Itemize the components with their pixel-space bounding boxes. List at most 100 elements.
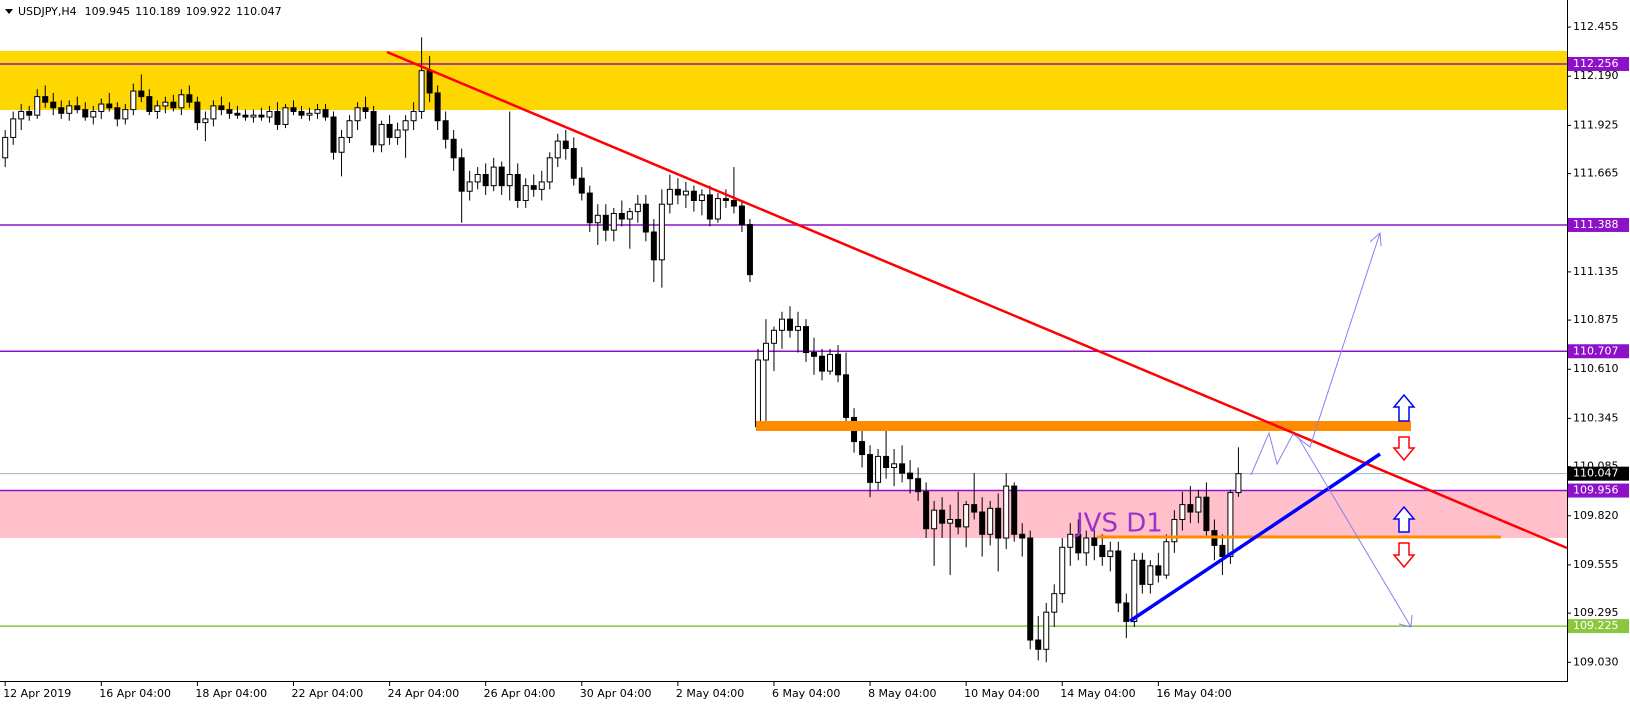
candle-body xyxy=(138,90,145,98)
candle-body xyxy=(562,140,569,150)
projection xyxy=(1297,436,1412,628)
candle-body xyxy=(1107,550,1114,558)
candle-body xyxy=(26,110,33,116)
support-zone xyxy=(0,490,1567,538)
candle-body xyxy=(426,70,433,94)
candle-body xyxy=(634,203,641,213)
candle-body xyxy=(1043,611,1050,650)
candle-body xyxy=(554,140,561,159)
candle-body xyxy=(50,101,57,109)
candle-body xyxy=(666,188,673,205)
candle-body xyxy=(995,507,1002,539)
x-tick-label: 10 May 04:00 xyxy=(964,687,1039,700)
candle-body xyxy=(418,70,425,112)
candle-body xyxy=(947,518,954,524)
level-label-box xyxy=(1568,483,1629,498)
level-label: 110.707 xyxy=(1573,344,1619,357)
candle-body xyxy=(1075,533,1082,554)
candle-body xyxy=(434,92,441,122)
candle-body xyxy=(386,123,393,138)
candle-body xyxy=(530,185,537,190)
candle-body xyxy=(186,94,193,103)
low: 109.922 xyxy=(186,5,232,18)
candle-body xyxy=(650,231,657,261)
level-label: 109.956 xyxy=(1573,484,1619,497)
candle-body xyxy=(602,214,609,231)
y-tick-label: 111.135 xyxy=(1573,265,1619,278)
candle-body xyxy=(875,455,882,483)
y-tick-label: 111.925 xyxy=(1573,118,1619,131)
candle-body xyxy=(402,120,409,131)
level-label-box xyxy=(1568,619,1629,634)
candle-body xyxy=(746,224,753,276)
candle-body xyxy=(610,212,617,231)
y-tick-label: 109.820 xyxy=(1573,509,1619,522)
level-label: 112.256 xyxy=(1573,57,1619,70)
symbol: USDJPY,H4 xyxy=(18,5,77,18)
candles xyxy=(2,37,1242,663)
level-label: 111.388 xyxy=(1573,218,1619,231)
candle-body xyxy=(722,198,729,201)
header-text: USDJPY,H4 109.945 110.189 109.922 110.047 xyxy=(18,5,282,18)
candle-body xyxy=(18,110,25,120)
candle-body xyxy=(931,509,938,530)
candle-body xyxy=(883,455,890,469)
candle-body xyxy=(1155,565,1162,576)
x-tick-label: 18 Apr 04:00 xyxy=(195,687,267,700)
candle-body xyxy=(362,107,369,112)
candle-body xyxy=(730,199,737,207)
x-tick-label: 16 Apr 04:00 xyxy=(99,687,171,700)
trend-line xyxy=(386,50,1568,550)
candle-body xyxy=(546,157,553,183)
candle-body xyxy=(114,107,121,120)
candle-body xyxy=(466,181,473,192)
down-arrow xyxy=(1392,436,1416,462)
candle-body xyxy=(1187,504,1194,513)
candle-body xyxy=(835,353,842,376)
candle-body xyxy=(1099,544,1106,558)
candle-body xyxy=(314,109,321,114)
candle-body xyxy=(1203,496,1210,532)
zones xyxy=(0,51,1567,538)
candle-body xyxy=(859,441,866,456)
candle-body xyxy=(618,212,625,220)
candle-body xyxy=(450,138,457,159)
candle-body xyxy=(971,504,978,513)
candle-body xyxy=(1019,533,1026,539)
candle-body xyxy=(34,96,41,116)
x-tick-label: 14 May 04:00 xyxy=(1060,687,1135,700)
x-tick-label: 30 Apr 04:00 xyxy=(580,687,652,700)
candle-body xyxy=(1227,492,1234,558)
candle-body xyxy=(762,342,769,361)
candle-body xyxy=(1027,537,1034,641)
candle-body xyxy=(122,109,129,120)
candle-body xyxy=(1219,544,1226,558)
candle-body xyxy=(1059,546,1066,595)
x-tick-label: 12 Apr 2019 xyxy=(3,687,71,700)
trend-line xyxy=(1129,452,1381,623)
candle-body xyxy=(1067,533,1074,548)
candle-body xyxy=(714,198,721,220)
candle-body xyxy=(1195,496,1202,513)
candle-body xyxy=(1131,559,1138,622)
candle-body xyxy=(642,203,649,233)
x-tick-label: 2 May 04:00 xyxy=(676,687,744,700)
candle-body xyxy=(522,185,529,201)
candle-body xyxy=(162,101,169,107)
candle-body xyxy=(282,107,289,125)
annotation: JVS D1 xyxy=(1074,509,1163,539)
candle-body xyxy=(658,203,665,261)
candle-body xyxy=(843,374,850,418)
candle-body xyxy=(923,491,930,530)
candle-body xyxy=(1171,518,1178,543)
candle-body xyxy=(915,478,922,493)
candle-body xyxy=(42,96,49,103)
candle-body xyxy=(1139,559,1146,585)
candle-body xyxy=(106,103,113,109)
candle-body xyxy=(1115,550,1122,604)
candle-body xyxy=(570,148,577,179)
candle-body xyxy=(891,463,898,469)
candle-body xyxy=(346,120,353,138)
y-tick-label: 110.875 xyxy=(1573,313,1619,326)
